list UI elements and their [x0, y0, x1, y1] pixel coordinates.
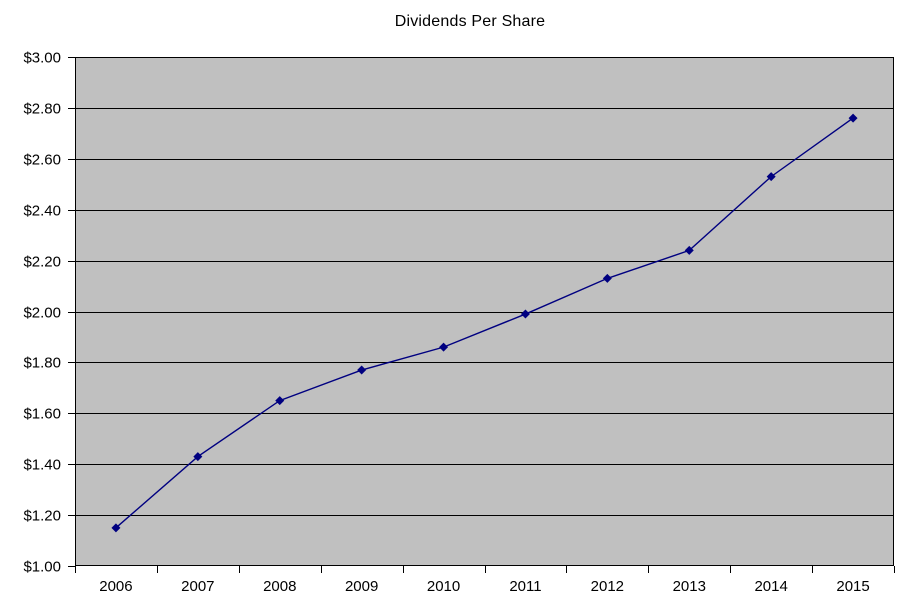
y-axis-tick-label: $1.40: [23, 457, 61, 474]
x-axis-tick-label: 2008: [263, 578, 296, 595]
data-point-marker: [520, 309, 530, 319]
data-point-marker: [275, 396, 285, 406]
y-axis-tick-label: $3.00: [23, 50, 61, 67]
y-axis-tick-label: $2.40: [23, 203, 61, 220]
y-axis-tick-label: $2.80: [23, 101, 61, 118]
x-axis-tick-label: 2009: [345, 578, 378, 595]
data-point-marker: [111, 523, 121, 533]
x-axis-tick-label: 2010: [427, 578, 460, 595]
x-axis-tick-label: 2014: [754, 578, 787, 595]
y-axis-tick-label: $1.80: [23, 355, 61, 372]
data-point-marker: [766, 172, 776, 182]
x-axis-tick-label: 2011: [509, 578, 541, 595]
y-axis-tick-label: $2.60: [23, 152, 61, 169]
x-axis-tick-label: 2006: [99, 578, 132, 595]
y-axis-tick-label: $2.20: [23, 254, 61, 271]
plot-border: [75, 57, 894, 566]
x-axis-tick-label: 2012: [591, 578, 624, 595]
x-axis-tick-label: 2013: [673, 578, 706, 595]
data-point-marker: [602, 273, 612, 283]
data-series-line: [115, 117, 854, 529]
y-axis-tick-label: $1.20: [23, 508, 61, 525]
data-point-marker: [848, 113, 858, 123]
data-point-marker: [357, 365, 367, 375]
plot-area: [75, 57, 894, 566]
x-axis-tick-label: 2015: [836, 578, 869, 595]
y-axis-tick-label: $1.00: [23, 559, 61, 576]
chart-title: Dividends Per Share: [394, 13, 546, 30]
y-axis-tick-label: $2.00: [23, 305, 61, 322]
x-axis-tick-label: 2007: [181, 578, 214, 595]
data-point-marker: [193, 452, 203, 462]
y-axis-tick-label: $1.60: [23, 406, 61, 423]
data-point-marker: [684, 245, 694, 255]
data-point-marker: [439, 342, 449, 352]
